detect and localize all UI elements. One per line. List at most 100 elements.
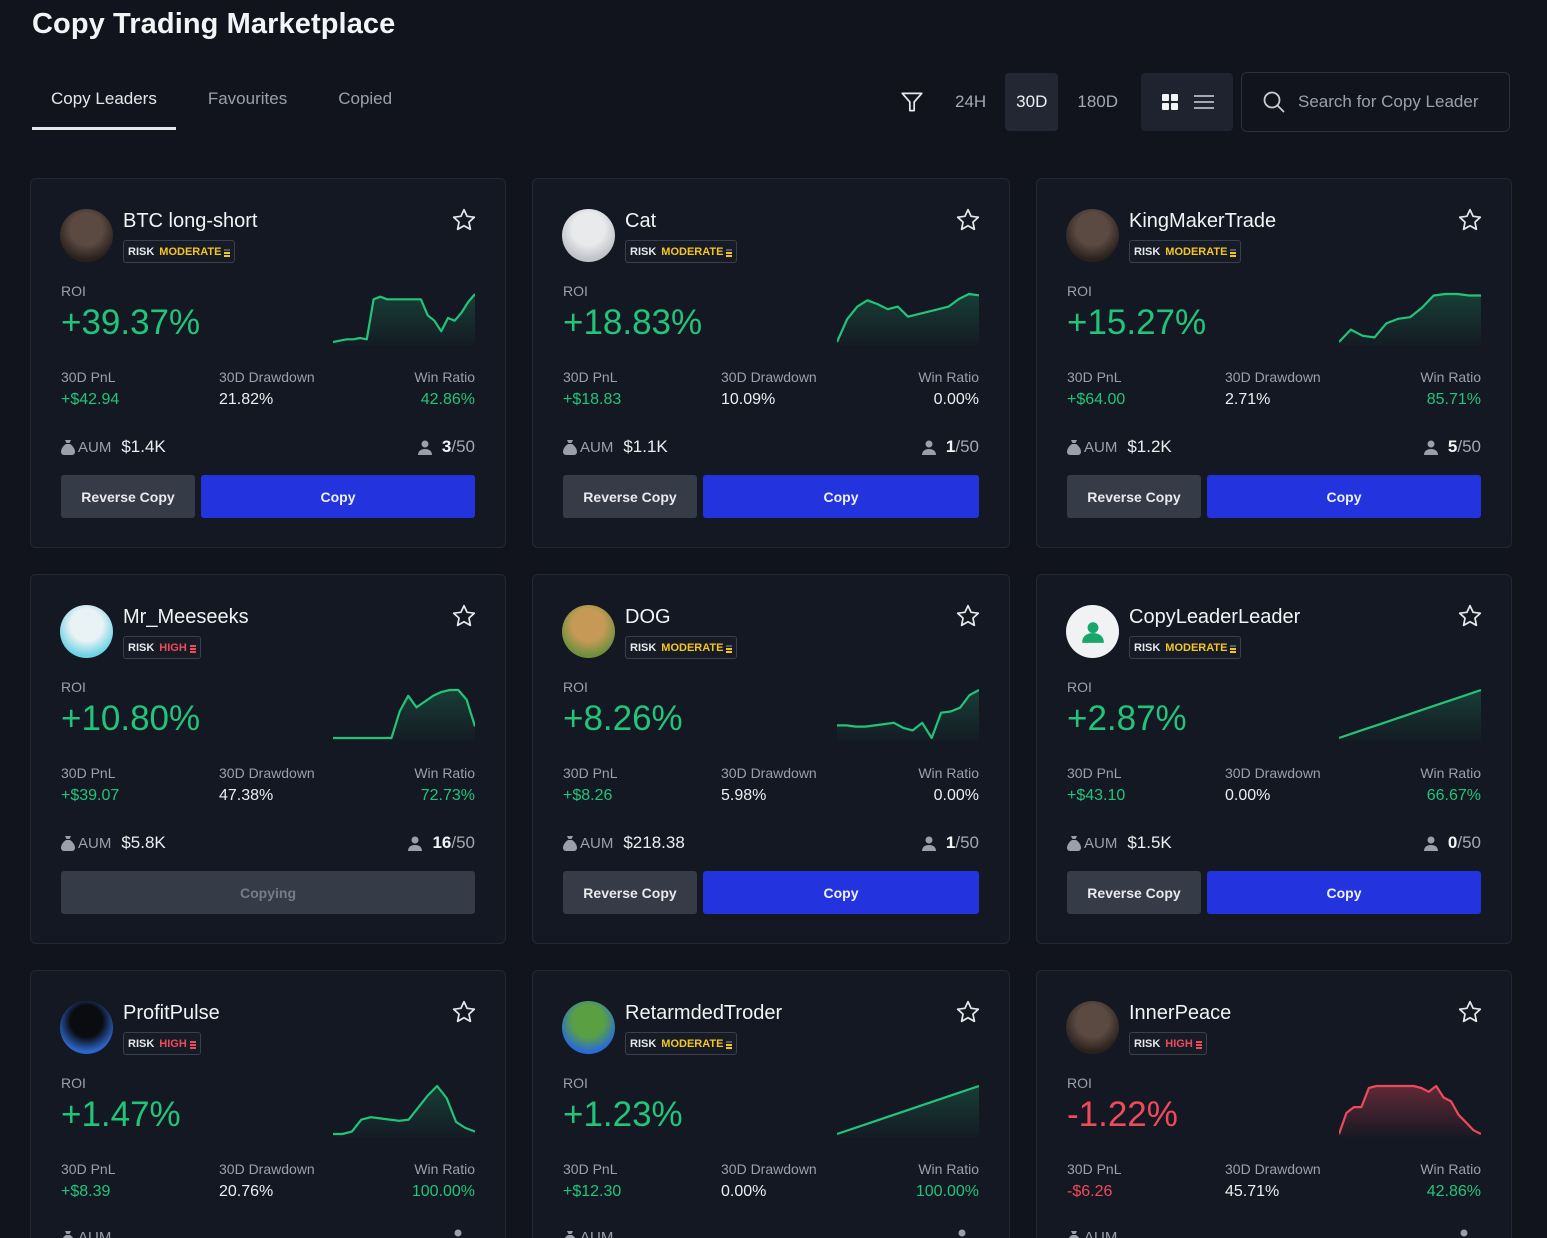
reverse-copy-button[interactable]: Reverse Copy xyxy=(61,475,195,518)
copying-button[interactable]: Copying xyxy=(61,871,475,914)
period-30d[interactable]: 30D xyxy=(1005,73,1059,131)
drawdown-stat: 30D Drawdown 21.82% xyxy=(219,369,315,409)
risk-badge: RISK MODERATE xyxy=(1129,636,1242,659)
leader-card-copyleaderleader[interactable]: CopyLeaderLeader RISK MODERATE ROI +2.87… xyxy=(1036,574,1512,944)
roi-sparkline xyxy=(837,1084,979,1137)
leader-card-dog[interactable]: DOG RISK MODERATE ROI +8.26% 30D PnL +$8… xyxy=(532,574,1010,944)
drawdown-stat: 30D Drawdown 10.09% xyxy=(721,369,817,409)
copy-button[interactable]: Copy xyxy=(1207,871,1481,914)
leader-name[interactable]: CopyLeaderLeader xyxy=(1129,606,1301,628)
leader-grid: BTC long-short RISK MODERATE ROI +39.37%… xyxy=(30,178,1512,1238)
win-ratio-stat: Win Ratio 72.73% xyxy=(414,765,475,805)
leader-name[interactable]: BTC long-short xyxy=(123,210,258,232)
search-input[interactable] xyxy=(1298,92,1498,112)
leader-name[interactable]: DOG xyxy=(625,606,671,628)
roi-value: +2.87% xyxy=(1067,699,1187,738)
leader-card-kingmakertrade[interactable]: KingMakerTrade RISK MODERATE ROI +15.27%… xyxy=(1036,178,1512,548)
win-ratio-label: Win Ratio xyxy=(1420,1161,1481,1177)
copy-button[interactable]: Copy xyxy=(1207,475,1481,518)
copiers-max: /50 xyxy=(451,437,475,456)
tab-bar: Copy Leaders Favourites Copied xyxy=(32,86,424,130)
stats-row: 30D PnL +$43.10 30D Drawdown 0.00% Win R… xyxy=(1067,765,1481,805)
drawdown-value: 45.71% xyxy=(1225,1183,1280,1200)
copy-button[interactable]: Copy xyxy=(201,475,475,518)
risk-level: MODERATE xyxy=(159,245,222,258)
avatar[interactable] xyxy=(1066,605,1119,658)
reverse-copy-button[interactable]: Reverse Copy xyxy=(1067,871,1201,914)
roi-label: ROI xyxy=(1067,283,1092,299)
favourite-star-icon[interactable] xyxy=(451,603,477,629)
drawdown-label: 30D Drawdown xyxy=(1225,1161,1321,1177)
avatar[interactable] xyxy=(1066,1001,1119,1054)
win-ratio-label: Win Ratio xyxy=(918,765,979,781)
favourite-star-icon[interactable] xyxy=(955,603,981,629)
avatar[interactable] xyxy=(562,209,615,262)
leader-name[interactable]: Cat xyxy=(625,210,657,232)
user-icon xyxy=(1423,440,1438,455)
copiers-count: 16 /50 xyxy=(408,833,475,853)
copy-button[interactable]: Copy xyxy=(703,871,979,914)
risk-label: RISK xyxy=(630,1037,657,1050)
avatar[interactable] xyxy=(60,1001,113,1054)
leader-name[interactable]: InnerPeace xyxy=(1129,1002,1232,1024)
favourite-star-icon[interactable] xyxy=(1457,207,1483,233)
tab-copy-leaders[interactable]: Copy Leaders xyxy=(32,86,176,130)
avatar[interactable] xyxy=(562,605,615,658)
reverse-copy-button[interactable]: Reverse Copy xyxy=(563,475,697,518)
leader-card-mr-meeseeks[interactable]: Mr_Meeseeks RISK HIGH ROI +10.80% 30D Pn… xyxy=(30,574,506,944)
leader-card-innerpeace[interactable]: InnerPeace RISK HIGH ROI -1.22% 30D PnL … xyxy=(1036,970,1512,1238)
filter-button[interactable] xyxy=(892,73,932,131)
aum-label: AUM xyxy=(580,1229,614,1238)
leader-name[interactable]: Mr_Meeseeks xyxy=(123,606,249,628)
favourite-star-icon[interactable] xyxy=(1457,603,1483,629)
favourite-star-icon[interactable] xyxy=(1457,999,1483,1025)
period-180d[interactable]: 180D xyxy=(1077,92,1118,111)
avatar[interactable] xyxy=(562,1001,615,1054)
tab-copied[interactable]: Copied xyxy=(338,89,393,108)
money-bag-icon xyxy=(62,1230,74,1238)
list-view-button[interactable] xyxy=(1187,85,1221,119)
leader-card-retarmdedtroder[interactable]: RetarmdedTroder RISK MODERATE ROI +1.23%… xyxy=(532,970,1010,1238)
card-actions: Reverse Copy Copy xyxy=(563,871,979,914)
user-icon xyxy=(454,1229,462,1237)
risk-label: RISK xyxy=(1134,1037,1161,1050)
leader-card-btc-long-short[interactable]: BTC long-short RISK MODERATE ROI +39.37%… xyxy=(30,178,506,548)
sparkline-area xyxy=(1339,294,1481,345)
reverse-copy-button[interactable]: Reverse Copy xyxy=(563,871,697,914)
leader-card-cat[interactable]: Cat RISK MODERATE ROI +18.83% 30D PnL +$… xyxy=(532,178,1010,548)
leader-name[interactable]: ProfitPulse xyxy=(123,1002,220,1024)
drawdown-label: 30D Drawdown xyxy=(1225,765,1321,781)
risk-label: RISK xyxy=(630,641,657,654)
sparkline-line xyxy=(1339,292,1481,343)
leader-name[interactable]: RetarmdedTroder xyxy=(625,1002,783,1024)
drawdown-label: 30D Drawdown xyxy=(219,369,315,385)
leader-card-profitpulse[interactable]: ProfitPulse RISK HIGH ROI +1.47% 30D PnL… xyxy=(30,970,506,1238)
risk-badge: RISK MODERATE xyxy=(625,1032,738,1055)
win-ratio-label: Win Ratio xyxy=(414,1161,475,1177)
grid-view-button[interactable] xyxy=(1153,85,1187,119)
favourite-star-icon[interactable] xyxy=(451,999,477,1025)
reverse-copy-button[interactable]: Reverse Copy xyxy=(1067,475,1201,518)
photo-person-image xyxy=(1066,209,1119,262)
avatar[interactable] xyxy=(1066,209,1119,262)
photo-cat-image xyxy=(562,209,615,262)
favourite-star-icon[interactable] xyxy=(955,207,981,233)
aum: AUM $218.38 xyxy=(563,833,685,853)
sparkline-area xyxy=(333,690,475,741)
avatar[interactable] xyxy=(60,605,113,658)
aum: AUM $1.4K xyxy=(61,437,166,457)
filter-icon xyxy=(901,92,923,112)
avatar[interactable] xyxy=(60,209,113,262)
copy-button[interactable]: Copy xyxy=(703,475,979,518)
drawdown-label: 30D Drawdown xyxy=(721,765,817,781)
roi-label: ROI xyxy=(61,283,86,299)
risk-label: RISK xyxy=(128,245,155,258)
period-24h[interactable]: 24H xyxy=(954,92,987,111)
pnl-stat: 30D PnL +$64.00 xyxy=(1067,369,1125,409)
favourite-star-icon[interactable] xyxy=(955,999,981,1025)
tab-favourites[interactable]: Favourites xyxy=(207,89,288,108)
leader-name[interactable]: KingMakerTrade xyxy=(1129,210,1277,232)
favourite-star-icon[interactable] xyxy=(451,207,477,233)
risk-badge: RISK MODERATE xyxy=(123,240,236,263)
sparkline-area xyxy=(333,1086,475,1137)
